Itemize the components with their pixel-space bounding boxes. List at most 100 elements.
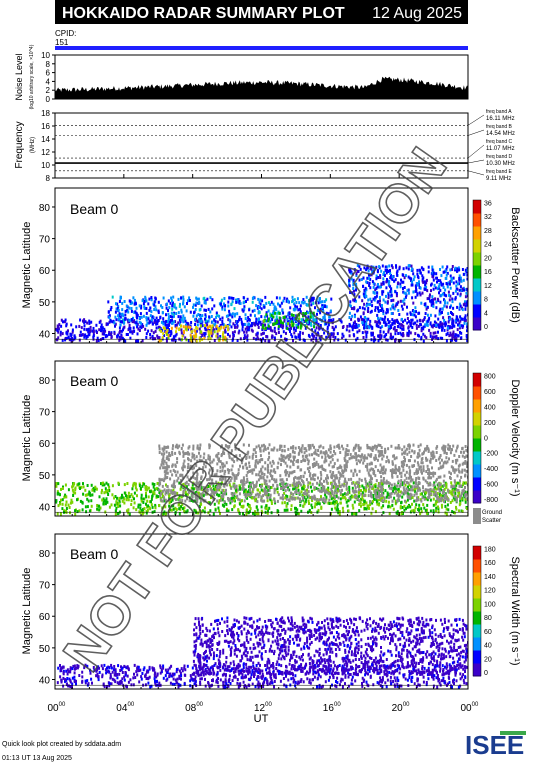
colorbar-tick-label: 0 <box>484 324 488 331</box>
data-cell <box>360 504 362 508</box>
data-cell <box>86 335 89 338</box>
data-cell <box>245 474 248 477</box>
data-cell <box>349 300 352 304</box>
data-cell <box>242 309 245 313</box>
data-cell <box>218 328 221 332</box>
colorbar-segment <box>473 252 481 266</box>
data-cell <box>208 334 211 338</box>
data-cell <box>192 511 195 515</box>
data-cell <box>361 484 364 488</box>
data-cell <box>412 278 415 282</box>
data-cell <box>461 491 463 495</box>
data-cell <box>464 494 467 497</box>
data-cell <box>323 322 326 326</box>
data-cell <box>386 300 389 304</box>
data-cell <box>406 489 409 493</box>
data-cell <box>88 333 91 337</box>
data-cell <box>145 511 148 515</box>
data-cell <box>349 269 352 273</box>
data-cell <box>319 300 322 304</box>
data-cell <box>87 327 90 331</box>
data-cell <box>261 326 264 330</box>
data-cell <box>353 315 356 319</box>
data-cell <box>415 326 418 330</box>
data-cell <box>127 511 130 515</box>
data-cell <box>127 318 130 322</box>
data-cell <box>164 492 167 496</box>
data-cell <box>198 466 201 470</box>
data-cell <box>179 507 182 511</box>
data-cell <box>374 320 377 324</box>
data-cell <box>155 494 158 498</box>
data-cell <box>424 479 427 483</box>
data-cell <box>432 331 435 335</box>
data-cell <box>169 320 172 324</box>
data-cell <box>228 313 231 317</box>
data-cell <box>417 452 420 456</box>
data-cell <box>457 464 460 468</box>
data-cell <box>267 488 270 492</box>
data-cell <box>292 455 295 459</box>
data-cell <box>408 446 411 450</box>
data-cell <box>417 276 420 280</box>
data-cell <box>453 324 456 328</box>
data-cell <box>282 299 285 303</box>
data-cell <box>449 274 452 278</box>
data-cell <box>147 321 150 325</box>
data-cell <box>286 502 289 506</box>
data-cell <box>338 510 341 514</box>
colorbar-tick-label: 20 <box>484 255 492 262</box>
data-cell <box>239 464 241 468</box>
data-cell <box>426 297 429 301</box>
panel1-ylabel: Magnetic Latitude <box>21 222 33 309</box>
data-cell <box>73 482 76 486</box>
data-cell <box>211 460 214 464</box>
data-cell <box>182 507 184 511</box>
data-cell <box>409 322 412 325</box>
data-cell <box>131 495 134 499</box>
data-cell <box>361 317 363 321</box>
data-cell <box>243 322 246 326</box>
data-cell <box>416 488 419 492</box>
data-cell <box>192 475 195 479</box>
data-cell <box>414 284 417 288</box>
data-cell <box>168 451 171 455</box>
data-cell <box>358 265 361 269</box>
data-cell <box>293 308 296 312</box>
data-cell <box>199 318 201 322</box>
data-cell <box>420 458 423 461</box>
data-cell <box>277 327 280 331</box>
data-cell <box>447 447 449 451</box>
colorbar-tick-label: 32 <box>484 214 492 221</box>
data-cell <box>255 459 258 463</box>
data-cell <box>302 475 305 479</box>
data-cell <box>439 483 442 487</box>
data-cell <box>353 293 356 297</box>
data-cell <box>462 481 465 485</box>
data-cell <box>253 512 256 516</box>
data-cell <box>445 512 448 516</box>
data-cell <box>87 492 90 496</box>
data-cell <box>400 278 402 282</box>
data-cell <box>438 309 441 313</box>
data-cell <box>183 459 186 463</box>
data-cell <box>315 460 318 464</box>
data-cell <box>311 463 314 466</box>
data-cell <box>185 493 188 497</box>
data-cell <box>274 480 277 484</box>
data-cell <box>307 322 310 326</box>
data-cell <box>363 319 366 323</box>
data-cell <box>167 312 170 316</box>
data-cell <box>450 333 452 337</box>
data-cell <box>459 499 462 503</box>
data-cell <box>312 315 315 319</box>
data-cell <box>228 318 231 322</box>
data-cell <box>375 497 378 501</box>
data-cell <box>180 296 183 300</box>
data-cell <box>460 497 463 501</box>
data-cell <box>430 283 432 287</box>
data-cell <box>448 298 451 302</box>
data-cell <box>413 338 416 342</box>
data-cell <box>371 449 374 452</box>
